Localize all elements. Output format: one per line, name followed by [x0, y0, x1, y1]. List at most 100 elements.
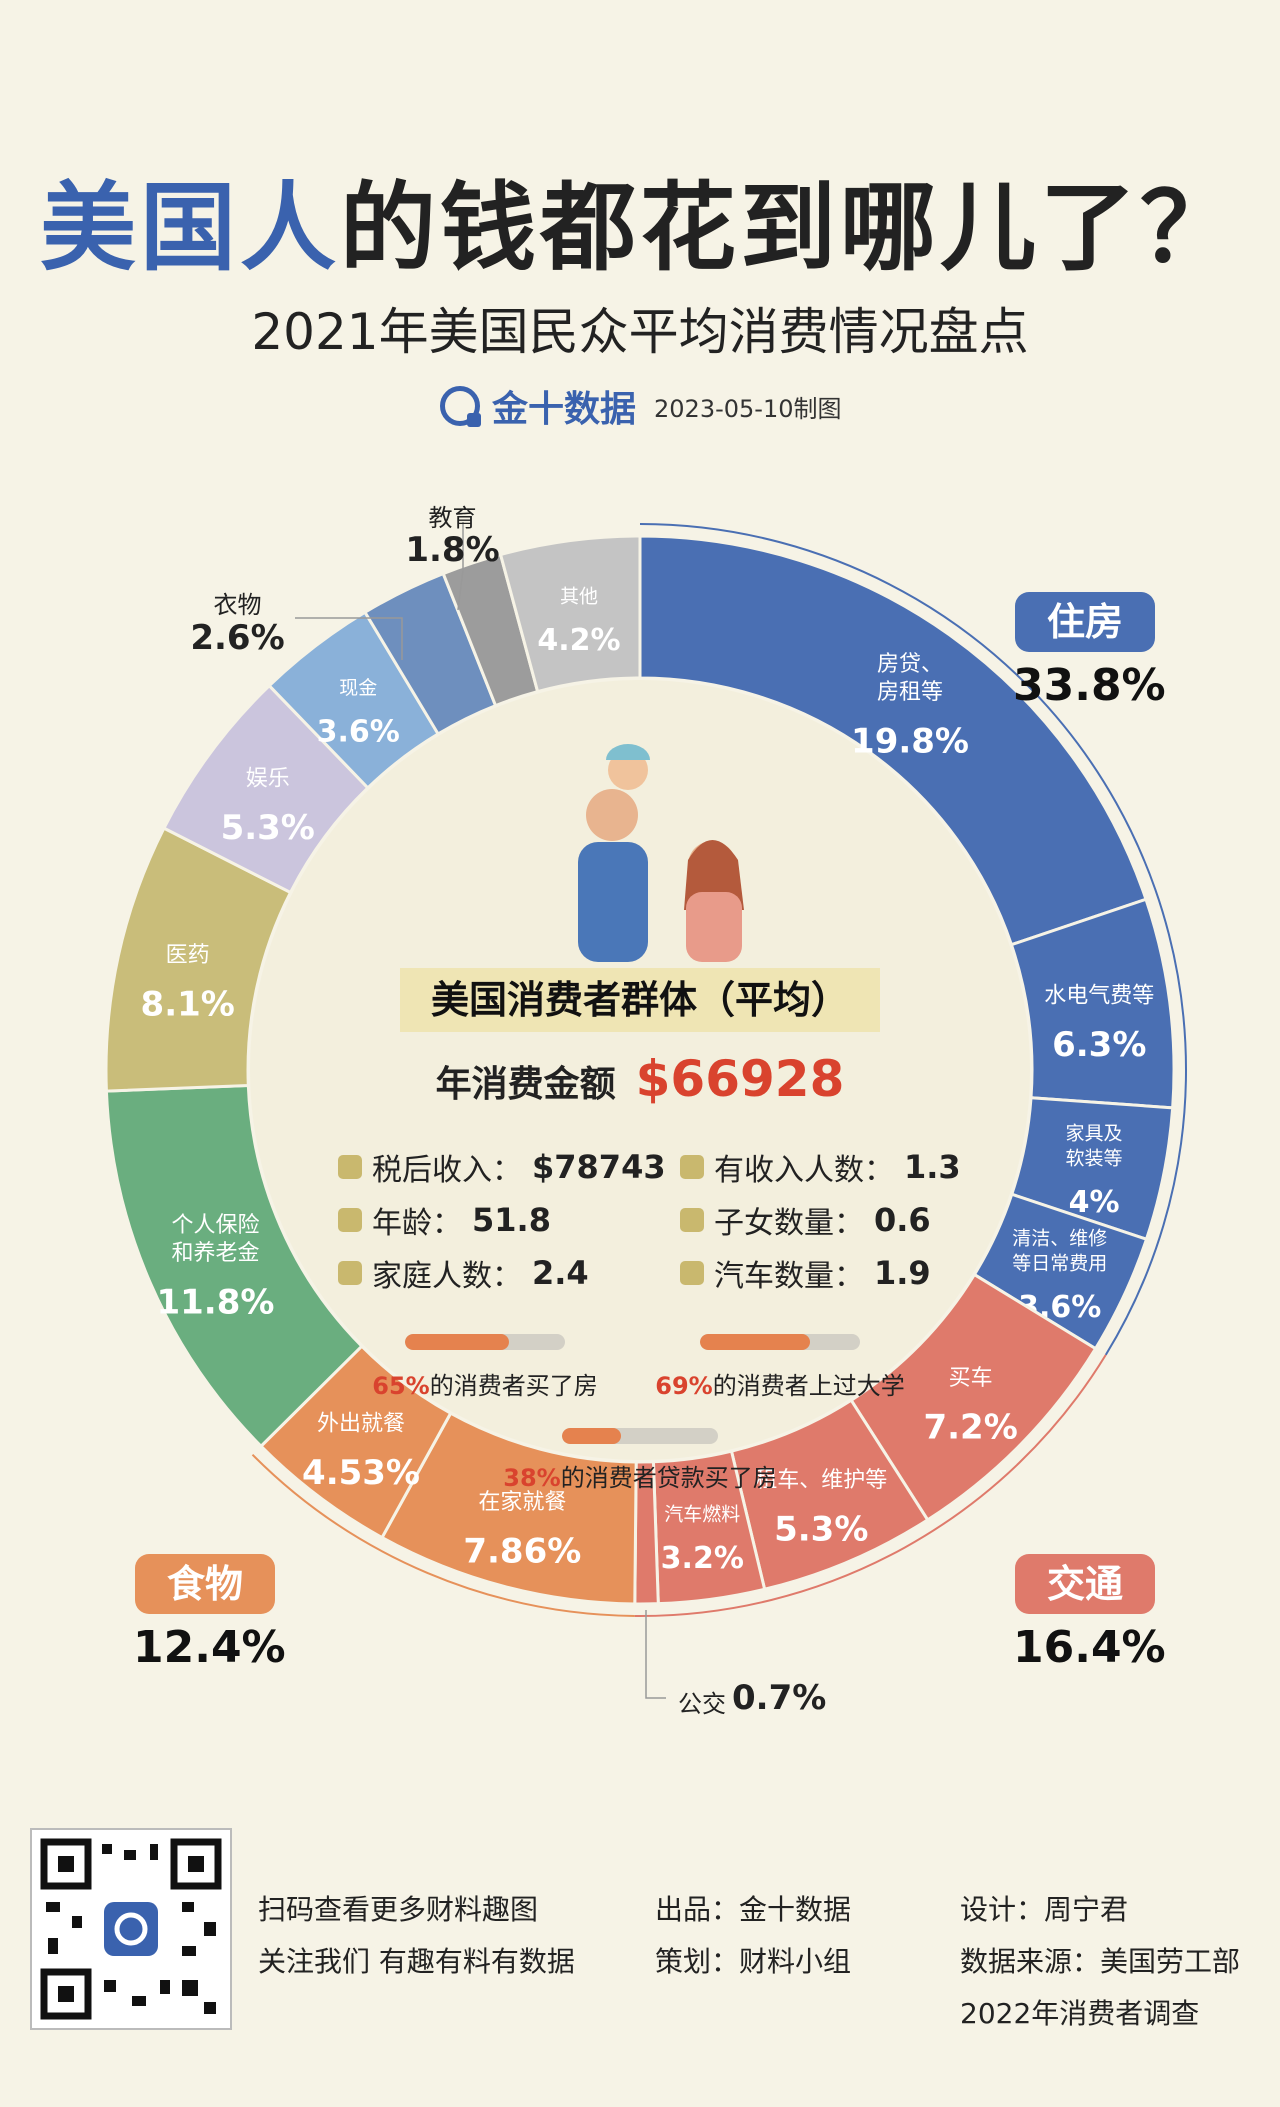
outside-label-education-name: 教育	[428, 504, 477, 532]
housing-bracket-arc	[639, 523, 1187, 1356]
slice-label-16: 其他 4.2%	[537, 586, 620, 659]
progress-text-own-home: 65%的消费者买了房	[372, 1372, 598, 1400]
category-pct-transport: 16.4%	[1013, 1622, 1166, 1673]
footer: 扫码查看更多财料趣图 关注我们 有趣有料有数据 出品：金十数据 策划：财料小组 …	[30, 1828, 1250, 2030]
stat-cars: 汽车数量： 1.9	[680, 1251, 931, 1295]
slice-name-5-0: 租车、维护等	[755, 1468, 887, 1493]
father-body-icon	[578, 842, 648, 962]
footer-source: 数据来源：美国劳工部	[960, 1945, 1241, 1978]
slice-pct-16: 4.2%	[537, 623, 620, 658]
mother-body-icon	[686, 892, 742, 962]
slice-name-0-1: 房租等	[877, 680, 943, 705]
slice-pct-8: 7.86%	[463, 1531, 581, 1571]
footer-produced: 出品：金十数据	[655, 1893, 852, 1926]
footer-scan-2: 关注我们 有趣有料有数据	[258, 1945, 575, 1978]
slice-name-3-1: 等日常费用	[1012, 1252, 1107, 1274]
slice-name-9-0: 外出就餐	[317, 1412, 405, 1437]
slice-label-8: 在家就餐 7.86%	[463, 1490, 581, 1572]
title-rest: 的钱都花到哪儿了？	[340, 172, 1240, 284]
outside-label-bus-pct: 0.7%	[732, 1678, 827, 1718]
slice-name-12-0: 娱乐	[246, 767, 290, 792]
slice-pct-9: 4.53%	[302, 1453, 420, 1493]
house-icon	[338, 1261, 362, 1285]
slice-name-10-0: 个人保险	[171, 1213, 259, 1238]
progress-text-mortgage: 38%的消费者贷款买了房	[503, 1464, 777, 1492]
slice-label-9: 外出就餐 4.53%	[302, 1412, 420, 1494]
category-pct-housing: 33.8%	[1013, 660, 1166, 711]
slice-pct-12: 5.3%	[221, 808, 315, 848]
slice-name-13-0: 现金	[339, 677, 377, 699]
category-pct-food: 12.4%	[133, 1622, 286, 1673]
progress-fill	[700, 1334, 811, 1350]
slice-label-5: 租车、维护等 5.3%	[755, 1468, 887, 1550]
progress-text-college: 69%的消费者上过大学	[655, 1372, 905, 1400]
stat-earners: 有收入人数： 1.3	[680, 1145, 961, 1189]
slice-pct-5: 5.3%	[774, 1510, 868, 1550]
annual-spending: 年消费金额 $66928	[0, 1050, 1280, 1108]
annual-spending-value: $66928	[635, 1050, 845, 1108]
father-head-icon	[586, 789, 638, 841]
person-icon	[338, 1208, 362, 1232]
slice-pct-1: 6.3%	[1052, 1025, 1146, 1065]
child-face-icon	[680, 1208, 704, 1232]
slice-label-6: 汽车燃料 3.2%	[661, 1503, 744, 1576]
slice-name-10-1: 和养老金	[171, 1241, 259, 1266]
slice-label-0: 房贷、房租等 19.8%	[851, 652, 969, 762]
slice-label-1: 水电气费等 6.3%	[1044, 983, 1154, 1064]
footer-planned: 策划：财料小组	[655, 1945, 852, 1978]
slice-name-8-0: 在家就餐	[478, 1490, 566, 1515]
outside-label-education-pct: 1.8%	[405, 530, 500, 570]
outside-label-bus-name: 公交	[678, 1690, 726, 1718]
leader-line-education	[457, 522, 464, 611]
qr-code-pattern-icon	[40, 1838, 222, 2020]
outside-label-clothing-name: 衣物	[213, 591, 262, 619]
page-subtitle: 2021年美国民众平均消费情况盘点	[251, 303, 1029, 361]
coins-icon	[338, 1155, 362, 1179]
donut-slice-16	[498, 534, 642, 694]
brand-name: 金十数据	[492, 389, 637, 430]
slice-pct-2: 4%	[1069, 1185, 1120, 1220]
annual-spending-label: 年消费金额	[435, 1064, 616, 1105]
category-pill-housing: 住房	[1015, 592, 1155, 652]
slice-name-2-0: 家具及	[1066, 1122, 1123, 1144]
category-pill-food: 食物	[135, 1554, 275, 1614]
slice-name-6-0: 汽车燃料	[664, 1503, 740, 1525]
brand-logo-icon	[440, 386, 481, 427]
footer-design: 设计：周宁君	[960, 1893, 1129, 1926]
progress-fill	[562, 1428, 622, 1444]
stat-household: 家庭人数： 2.4	[338, 1251, 589, 1295]
slice-name-0-0: 房贷、	[877, 652, 943, 677]
brand-row: 金十数据 2023-05-10制图	[440, 380, 842, 432]
qr-code[interactable]	[30, 1828, 232, 2030]
slice-name-4-0: 买车	[949, 1366, 993, 1391]
slice-name-11-0: 医药	[166, 943, 210, 968]
slice-label-4: 买车 7.2%	[923, 1366, 1017, 1448]
donut-center-disc	[250, 680, 1030, 1460]
slice-pct-4: 7.2%	[923, 1408, 1017, 1448]
slice-name-2-1: 软装等	[1066, 1147, 1123, 1169]
tie-icon	[680, 1155, 704, 1179]
slice-pct-13: 3.6%	[317, 715, 400, 750]
slice-label-11: 医药 8.1%	[141, 943, 235, 1025]
progress-fill	[405, 1334, 509, 1350]
slice-pct-0: 19.8%	[851, 721, 969, 761]
stat-income: 税后收入： $78743	[338, 1145, 666, 1189]
donut-slice-0	[638, 534, 1148, 947]
center-title: 美国消费者群体（平均）	[400, 968, 880, 1032]
slice-name-16-0: 其他	[560, 586, 598, 608]
car-icon	[680, 1261, 704, 1285]
footer-scan-1: 扫码查看更多财料趣图	[258, 1893, 539, 1926]
slice-label-13: 现金 3.6%	[317, 677, 400, 750]
leader-line-bus	[645, 1610, 666, 1699]
outside-label-clothing-pct: 2.6%	[190, 618, 285, 658]
transport-bracket-arc	[634, 1354, 1107, 1617]
slice-pct-11: 8.1%	[141, 985, 235, 1025]
slice-label-12: 娱乐 5.3%	[221, 767, 315, 849]
footer-survey: 2022年消费者调查	[960, 1997, 1200, 2030]
progress-bar-mortgage	[562, 1428, 718, 1444]
food-bracket-arc	[251, 1453, 635, 1617]
